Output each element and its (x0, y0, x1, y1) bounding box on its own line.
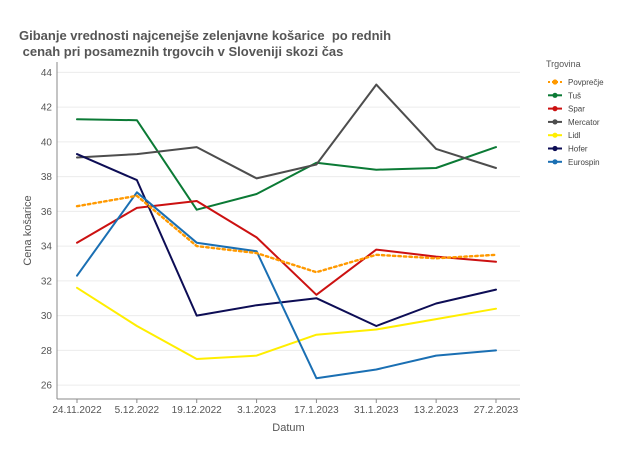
y-axis-title: Cena košarice (22, 195, 34, 265)
x-tick-label: 31.1.2023 (354, 405, 399, 416)
legend-marker-lidl (552, 132, 558, 138)
x-tick-label: 13.2.2023 (414, 405, 459, 416)
series-line-lidl (76, 286, 497, 360)
legend-label-mercator: Mercator (568, 118, 600, 127)
legend-marker-mercator (552, 119, 558, 125)
legend-label-hofer: Hofer (568, 145, 588, 154)
legend-label-povpre-je: Povprečje (568, 78, 604, 87)
legend-marker-povpre-je (552, 79, 558, 85)
series-line-hofer (76, 153, 497, 327)
chart-title-line-2: cenah pri posameznih trgovcih v Slovenij… (19, 44, 344, 59)
legend-marker-tu- (552, 92, 558, 98)
y-tick-label: 38 (41, 172, 53, 183)
y-tick-label: 28 (41, 346, 53, 357)
x-tick-label: 17.1.2023 (294, 405, 339, 416)
y-tick-label: 34 (41, 242, 53, 253)
x-tick-label: 19.12.2022 (172, 405, 222, 416)
x-tick-label: 3.1.2023 (237, 405, 276, 416)
y-tick-label: 30 (41, 311, 53, 322)
series-line-povpre-je (75, 194, 498, 274)
legend-label-tu-: Tuš (568, 91, 581, 100)
y-tick-label: 36 (41, 207, 53, 218)
x-tick-label: 24.11.2022 (52, 405, 102, 416)
y-tick-label: 44 (41, 68, 53, 79)
legend-marker-spar (552, 106, 558, 112)
x-tick-label: 27.2.2023 (474, 405, 519, 416)
series-line-eurospin (76, 191, 497, 380)
chart-title: Gibanje vrednosti najcenejše zelenjavne … (19, 28, 459, 60)
y-tick-label: 26 (41, 381, 53, 392)
x-axis-title: Datum (272, 422, 304, 434)
y-tick-label: 42 (41, 103, 53, 114)
series-line-spar (76, 200, 497, 296)
y-tick-label: 32 (41, 276, 53, 287)
legend-marker-hofer (552, 145, 558, 152)
legend-title: Trgovina (546, 59, 581, 69)
series-line-mercator (76, 83, 497, 180)
y-tick-label: 40 (41, 137, 53, 148)
x-tick-label: 5.12.2022 (115, 405, 160, 416)
series-line-tu- (76, 118, 497, 211)
legend-label-eurospin: Eurospin (568, 158, 600, 167)
chart-title-line-1: Gibanje vrednosti najcenejše zelenjavne … (19, 28, 392, 43)
legend-label-lidl: Lidl (568, 131, 581, 140)
legend-label-spar: Spar (568, 105, 585, 114)
legend-marker-eurospin (552, 159, 558, 165)
